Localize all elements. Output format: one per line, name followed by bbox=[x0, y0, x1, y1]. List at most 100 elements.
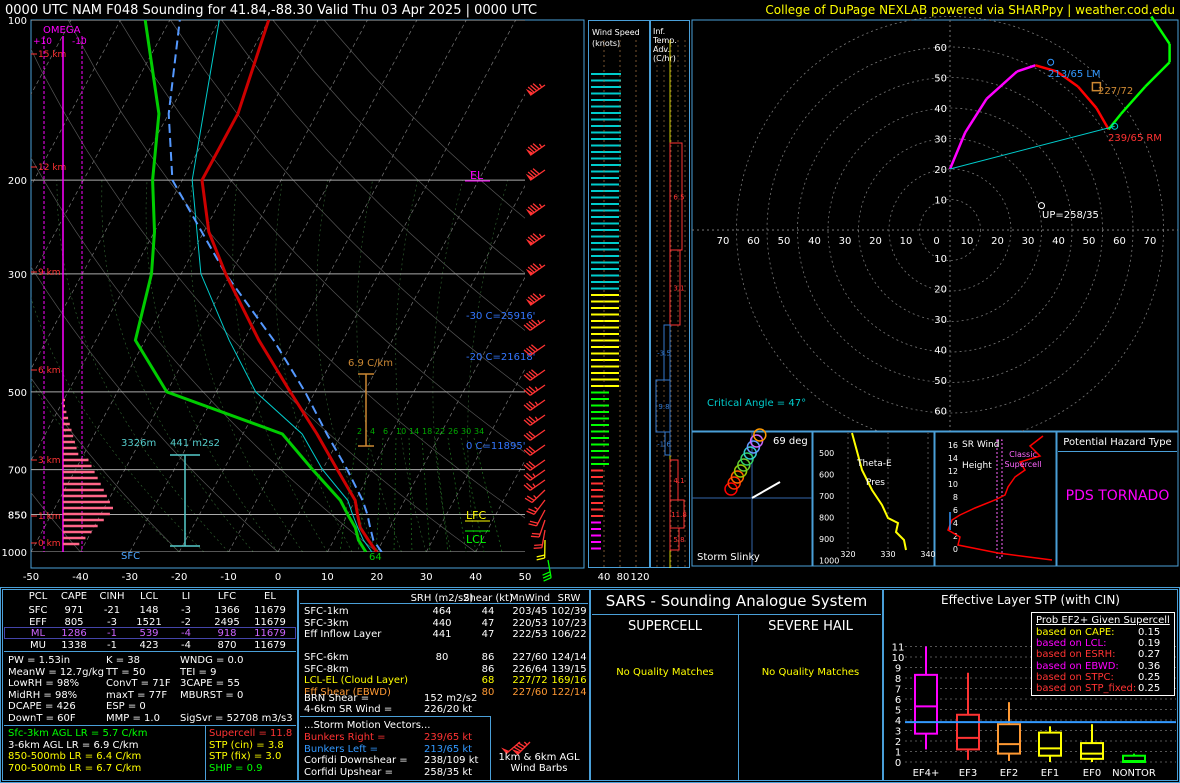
isotherm-line bbox=[277, 93, 525, 552]
mixing-ratio-line bbox=[339, 437, 358, 552]
wind-barb-feather bbox=[537, 319, 541, 324]
wind-barb-pennant bbox=[525, 298, 534, 306]
kinematic-label: SFC-1km bbox=[304, 606, 349, 617]
inf-temp-title: Inf. Temp. Adv. (C/hr) bbox=[653, 27, 677, 63]
wind-barb-feather bbox=[526, 387, 534, 395]
height-label: 15 km bbox=[38, 50, 66, 60]
wind-barb-feather bbox=[528, 445, 536, 453]
wind-barb-feather bbox=[527, 171, 535, 178]
mixing-ratio-label: 10 bbox=[396, 427, 406, 436]
composite-index: STP (cin) = 3.8 bbox=[209, 739, 284, 751]
wind-barb-feather bbox=[523, 374, 531, 381]
mixing-ratio-line bbox=[408, 437, 413, 552]
srwind-value: 226/20 kt bbox=[424, 704, 473, 715]
wind-barb-feather bbox=[526, 347, 534, 355]
wind-barb-feather bbox=[528, 320, 536, 328]
surface-dewpoint-label: 64 bbox=[369, 552, 382, 563]
index-value: DownT = 60F bbox=[8, 712, 76, 724]
kinematic-cell: 47 bbox=[481, 629, 495, 640]
isotherm-line bbox=[31, 20, 319, 552]
parcel-cell: 1521 bbox=[136, 616, 162, 628]
mixing-ratio-label: 4 bbox=[370, 427, 375, 436]
parcel-panel bbox=[2, 589, 298, 781]
temp-axis-label: 10 bbox=[321, 572, 334, 583]
kinematic-cell: 227/72 bbox=[512, 675, 548, 686]
index-value: MBURST = 0 bbox=[180, 689, 244, 701]
kinematic-cell: 80 bbox=[481, 686, 495, 698]
stp-panel bbox=[883, 589, 1178, 781]
wind-barb-feather bbox=[530, 204, 538, 212]
parcel-cell: 11679 bbox=[254, 639, 286, 651]
pressure-label: 200 bbox=[8, 176, 27, 187]
kinematic-cell: 86 bbox=[481, 663, 495, 675]
wind-barb-feather bbox=[530, 234, 538, 242]
isotherm-line bbox=[425, 368, 525, 552]
lfc-label: LFC bbox=[466, 509, 486, 522]
wind-barb-feather bbox=[532, 263, 540, 270]
wind-barb-feather bbox=[532, 293, 540, 300]
mixing-ratio-line bbox=[357, 437, 371, 552]
barb-label: 1km & 6km AGL Wind Barbs bbox=[498, 752, 580, 774]
sfc-label: SFC bbox=[121, 551, 140, 562]
kinematic-label: LCL-EL (Cloud Layer) bbox=[304, 675, 409, 686]
indices-divider bbox=[4, 725, 296, 726]
wind-barb-feather bbox=[530, 144, 538, 152]
isotherm-line bbox=[129, 20, 418, 552]
mixing-ratio-label: 18 bbox=[422, 427, 432, 436]
pressure-label: 850 bbox=[8, 510, 27, 521]
wind-barb-feather bbox=[534, 506, 539, 511]
index-value: ConvT = 71F bbox=[106, 678, 171, 689]
wind-barb-feather bbox=[534, 386, 539, 391]
moist-adiabat bbox=[432, 180, 464, 552]
kinematic-cell: 227/60 bbox=[512, 652, 548, 663]
wind-barb-feather bbox=[532, 168, 540, 175]
wind-barb-feather bbox=[542, 571, 551, 576]
wind-barb bbox=[529, 84, 546, 96]
storm-slinky-angle: 69 deg bbox=[773, 436, 808, 447]
sr-wind-title: SR Wind bbox=[962, 440, 1000, 450]
wind-barb-feather bbox=[528, 385, 536, 393]
wind-barb-feather bbox=[532, 83, 540, 90]
composite-index: SHIP = 0.9 bbox=[209, 762, 263, 774]
mixing-ratio-line bbox=[460, 437, 485, 552]
dewpoint-line bbox=[133, 20, 368, 552]
mixing-ratio-label: 34 bbox=[474, 427, 484, 436]
wind-barb-feather bbox=[528, 400, 536, 408]
mixing-ratio-line bbox=[434, 437, 449, 552]
wind-barb-feather bbox=[530, 369, 539, 376]
isotherm-line bbox=[178, 20, 467, 552]
parcel-header: LI bbox=[181, 591, 191, 602]
mixing-ratio-line bbox=[375, 437, 384, 552]
sars-title: SARS - Sounding Analogue System bbox=[605, 592, 868, 610]
moist-adiabat bbox=[467, 180, 509, 552]
parcel-header: CAPE bbox=[60, 591, 88, 602]
parcel-cell: -4 bbox=[181, 628, 191, 639]
wind-barb-feather bbox=[538, 293, 543, 298]
motion-label: Bunkers Right = bbox=[304, 732, 386, 743]
stp-probability-box: Prob EF2+ Given Supercell based on CAPE: 0… bbox=[1031, 612, 1175, 696]
wind-barb-feather bbox=[529, 520, 539, 524]
lapse-rate-label: 6.9 C/km bbox=[348, 358, 393, 369]
stp-prob-value: 0.25 bbox=[1138, 671, 1161, 683]
sr-wind-subtitle: Height bbox=[962, 461, 992, 471]
wind-barb-feather bbox=[528, 460, 536, 468]
pressure-label: 850 bbox=[8, 510, 27, 521]
wind-barb-feather bbox=[523, 324, 531, 331]
index-value: MeanW = 12.7g/kg bbox=[8, 666, 104, 678]
wind-barb-feather bbox=[523, 474, 531, 481]
parcel-cell: -1 bbox=[107, 628, 117, 639]
kinematic-cell: 47 bbox=[481, 617, 495, 629]
wind-barb-feather bbox=[527, 266, 535, 273]
index-value: MidRH = 98% bbox=[8, 689, 78, 701]
parcel-line bbox=[167, 20, 383, 552]
temp-axis-label: 50 bbox=[519, 572, 532, 583]
parcel-cell: 1366 bbox=[214, 605, 240, 616]
wind-barb-pennant bbox=[525, 173, 534, 181]
parcel-cell: 805 bbox=[64, 616, 84, 628]
storm-slinky-title: Storm Slinky bbox=[697, 552, 760, 563]
kinematic-panel bbox=[298, 589, 590, 781]
wind-barb-feather bbox=[528, 370, 536, 378]
index-value: WNDG = 0.0 bbox=[180, 655, 244, 666]
kinematic-header: SRH (m2/s2) bbox=[410, 593, 474, 604]
isotherm-line bbox=[80, 20, 368, 552]
